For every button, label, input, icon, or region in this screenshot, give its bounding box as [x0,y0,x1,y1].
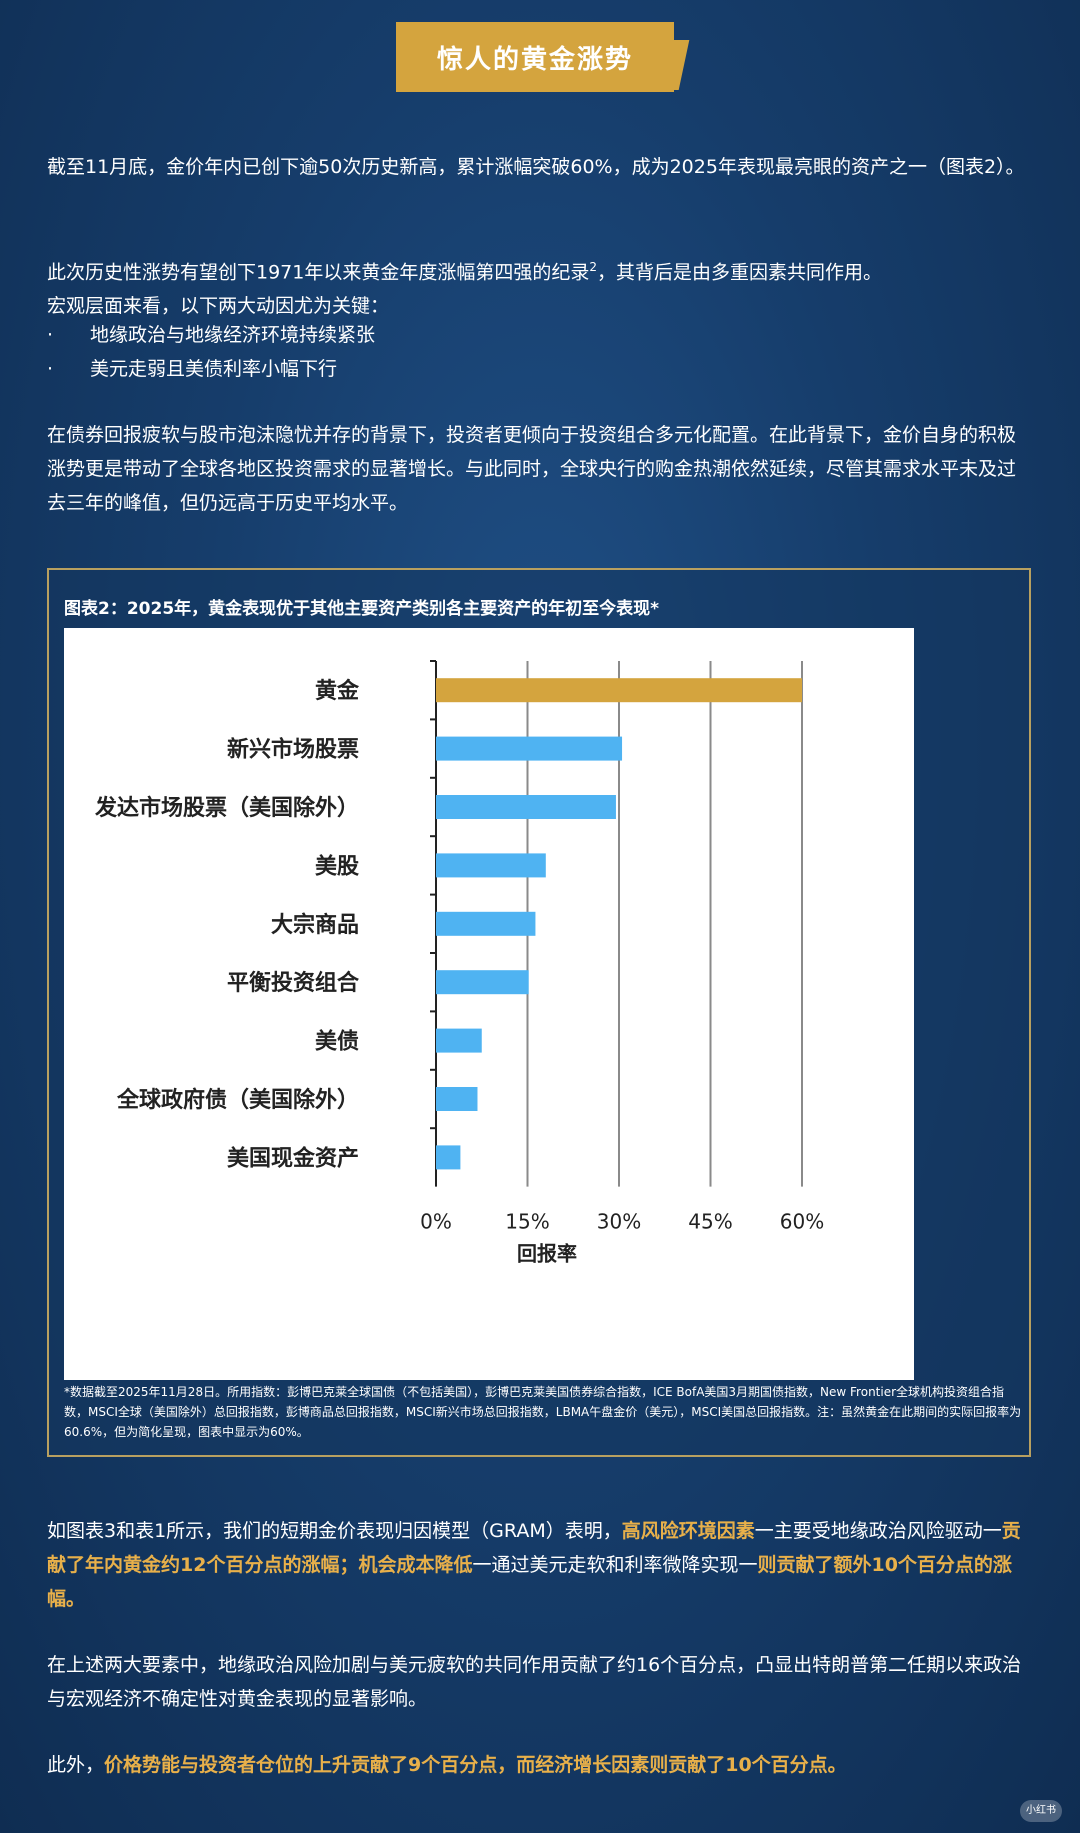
bar [436,853,546,878]
bar [436,1087,478,1111]
p6-segment: 此外， [47,1754,105,1776]
bar [436,1028,482,1053]
bar [436,911,536,936]
bullet-dot: · [47,358,54,380]
x-tick-label: 15% [505,1210,549,1234]
category-label: 发达市场股票（美国除外） [94,795,359,821]
body-paragraph-4: 如图表3和表1所示，我们的短期金价表现归因模型（GRAM）表明，高风险环境因素一… [47,1514,1033,1616]
chart-title: 图表2：2025年，黄金表现优于其他主要资产类别各主要资产的年初至今表现* [64,599,660,619]
p4-segment: 一通过美元走软和利率微降实现一 [472,1554,758,1576]
category-label: 美国现金资产 [227,1145,359,1171]
category-label: 全球政府债（美国除外） [116,1087,359,1113]
bullet-text: 美元走弱且美债利率小幅下行 [90,358,338,380]
chart-footnote: *数据截至2025年11月28日。所用指数：彭博巴克莱全球国债（不包括美国），彭… [64,1385,1022,1439]
bar [436,795,616,819]
p4-segment: 一主要受地缘政治风险驱动一 [754,1520,1002,1542]
bar [436,1145,461,1170]
category-label: 平衡投资组合 [227,970,360,996]
x-tick-label: 0% [420,1210,452,1234]
bar [436,736,623,761]
intro-paragraph-3: 在债券回报疲软与股市泡沫隐忧并存的背景下，投资者更倾向于投资组合多元化配置。在此… [47,424,1017,514]
p6-segment: 价格势能与投资者仓位的上升贡献了9个百分点，而经济增长因素则贡献了10个百分点。 [104,1754,847,1776]
intro-paragraph-2: 此次历史性涨势有望创下1971年以来黄金年度涨幅第四强的纪录2，其背后是由多重因… [47,250,1033,323]
bullet-text: 地缘政治与地缘经济环境持续紧张 [90,324,376,346]
p4-segment: 高风险环境因素 [621,1520,755,1542]
x-tick-label: 30% [597,1210,641,1234]
chart-area: 0% 15% 30% 45% 60% 黄金新兴市场股票发达市场股票（美国除外） 美股大宗商品… [64,628,914,1380]
category-label: 大宗商品 [271,912,359,938]
intro-paragraph-2-line-2: 宏观层面来看，以下两大动因尤为关键： [47,295,390,318]
bar [436,678,802,703]
bar [436,970,529,995]
watermark-logo: 小红书 [1020,1800,1062,1822]
p4-segment: 则贡献了额外10个百分点的涨幅。 [47,1554,1012,1610]
body-paragraph-5: 在上述两大要素中，地缘政治风险加剧与美元疲软的共同作用贡献了约16个百分点，凸显… [47,1654,1022,1710]
p4-segment: 贡献了年内黄金约12个百分点的涨幅；机会成本降低 [47,1520,1021,1576]
p4-segment: 如图表3和表1所示，我们的短期金价表现归因模型（GRAM）表明， [47,1520,622,1542]
section-title: 惊人的黄金涨势 [436,44,633,75]
intro-paragraph-2-text-a: 此次历史性涨势有望创下1971年以来黄金年度涨幅第四强的纪录 [47,261,590,284]
x-tick-label: 60% [780,1210,824,1234]
category-label: 黄金 [315,678,360,704]
footnote-ref: 2 [589,260,597,274]
bullet-dot: · [47,324,54,346]
x-tick-label: 45% [688,1210,732,1234]
bullet-item: · 美元走弱且美债利率小幅下行 [47,352,337,386]
intro-paragraph-2-text-b: ，其背后是由多重因素共同作用。 [597,261,883,284]
body-paragraph-6: 此外，价格势能与投资者仓位的上升贡献了9个百分点，而经济增长因素则贡献了10个百… [47,1748,1033,1782]
bullet-item: · 地缘政治与地缘经济环境持续紧张 [47,318,375,352]
section-title-banner: 惊人的黄金涨势 [396,22,674,92]
intro-paragraph-1: 截至11月底，金价年内已创下逾50次历史新高，累计涨幅突破60%，成为2025年… [47,156,1025,178]
category-label: 新兴市场股票 [227,737,359,763]
category-label: 美股 [315,853,359,879]
category-label: 美债 [315,1029,359,1055]
x-axis-label: 回报率 [517,1242,577,1266]
